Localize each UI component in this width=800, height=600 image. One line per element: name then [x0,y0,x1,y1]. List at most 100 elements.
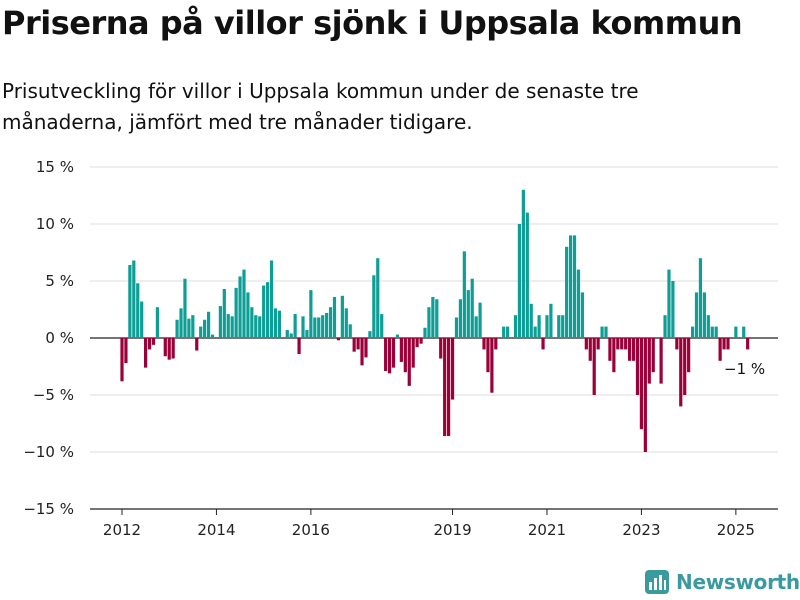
bar [210,334,215,338]
bar [474,316,478,338]
bar [222,288,226,338]
bar [163,338,167,357]
bar [360,338,364,366]
bar [592,338,596,395]
chart-subtitle: Prisutveckling för villor i Uppsala komm… [2,79,639,134]
bar [726,338,730,350]
bar [151,338,156,345]
bar [179,308,183,338]
bar [600,326,604,338]
bar [659,338,663,384]
bar [427,307,431,338]
x-tick-label: 2023 [622,521,660,539]
bar [399,338,403,362]
bar [742,326,746,338]
bar [293,314,297,338]
bar [431,296,435,338]
bar [565,246,569,338]
bar [616,338,620,350]
bar [470,278,474,338]
bar [647,338,651,384]
bar [604,326,608,338]
bar [466,290,470,338]
y-tick-label: −5 % [33,386,74,404]
bar [746,338,750,350]
bar [387,338,392,374]
bar [407,338,411,386]
bar [580,292,584,338]
bar [285,330,289,338]
bar [675,338,679,350]
bar [336,338,341,341]
bar [454,317,459,338]
y-tick-label: −15 % [23,500,74,518]
bar [502,326,506,338]
bar [328,307,333,338]
bar [714,326,718,338]
bar [702,292,706,338]
x-tick-label: 2016 [292,521,330,539]
bar [140,301,144,338]
bar [482,338,486,350]
bar [309,290,313,338]
bar [344,308,348,338]
bar [206,311,211,338]
bar [710,326,714,338]
bar [124,338,128,364]
bar [545,315,549,338]
bar [529,303,533,338]
bar [608,338,612,361]
x-axis: 2012 2014 2016 2019 2021 2023 2025 [90,508,778,539]
bar [517,224,522,338]
x-tick-label: 2014 [197,521,235,539]
bar [683,338,687,395]
bar [234,287,238,338]
y-tick-label: 0 % [45,329,74,347]
last-value-label: −1 % [724,360,765,378]
bar [136,283,140,338]
bar [305,330,309,338]
bar [380,314,384,338]
bar [628,338,632,361]
bar [541,338,545,350]
bar [289,333,293,338]
bar [199,326,203,338]
y-tick-label: 5 % [45,272,74,290]
bar [262,285,266,338]
bar [667,269,671,338]
bar [718,338,722,361]
bar [624,338,628,350]
bar [687,338,691,373]
bar [187,318,191,338]
bar [325,312,329,338]
bar [439,338,443,359]
bar [588,338,592,361]
bar [671,281,675,338]
bar [549,303,553,338]
bar-chart-logo-icon [645,570,669,594]
bar [171,338,175,359]
bar [639,338,644,430]
bar [521,189,525,338]
bar [391,338,396,368]
bar [352,338,356,352]
bar [450,338,455,400]
bar [340,295,344,338]
x-tick-label: 2012 [103,521,141,539]
bar [348,324,352,338]
bar [458,299,463,338]
bar [706,315,710,338]
bar [679,338,683,407]
bar [423,327,427,338]
bar [183,278,187,338]
bar [332,296,337,338]
bar [167,338,171,360]
bar [372,275,376,338]
bar [612,338,616,373]
bar [722,338,726,350]
bar [144,338,148,368]
bar [513,315,518,338]
bar [620,338,624,350]
bar [698,258,703,338]
